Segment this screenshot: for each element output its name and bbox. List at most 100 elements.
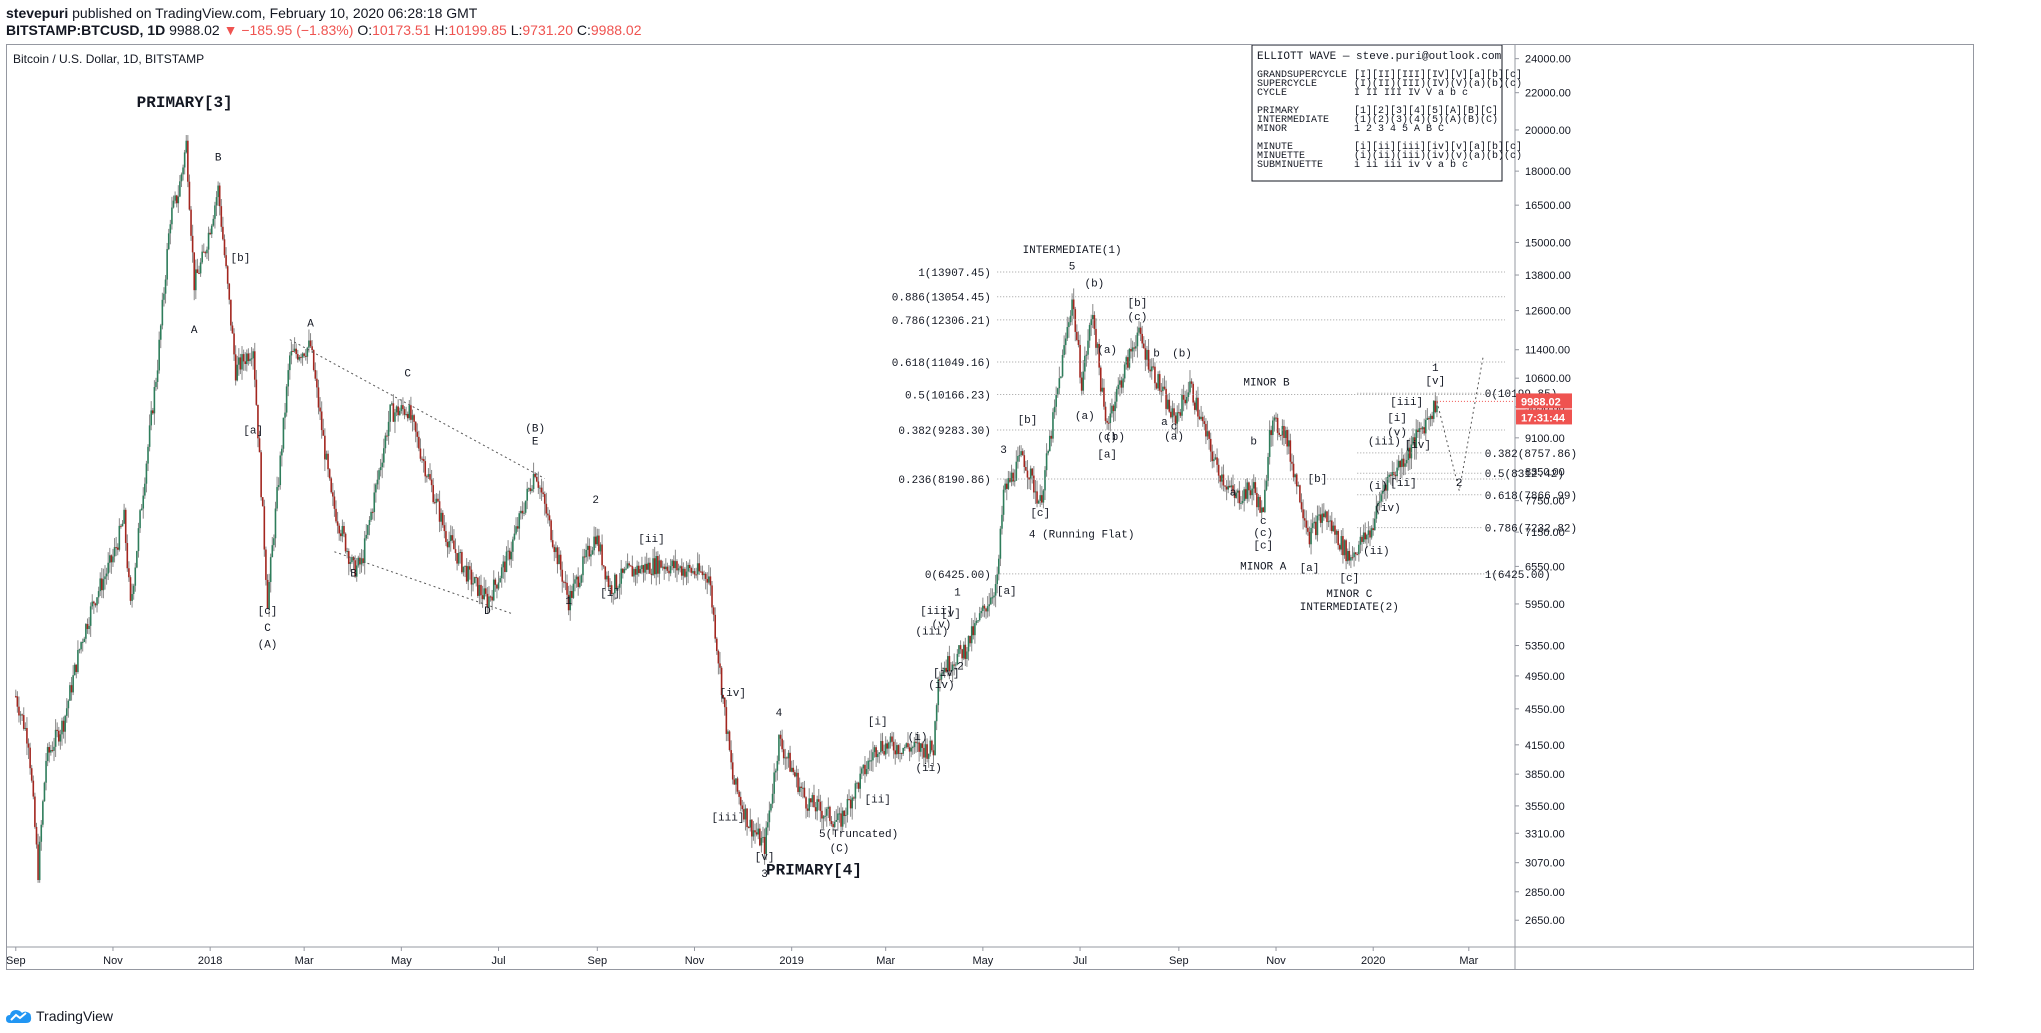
y-tick-label: 8350.00	[1525, 466, 1565, 478]
candle-body	[1434, 400, 1437, 413]
candle-body	[233, 333, 235, 355]
candle-body	[768, 810, 771, 823]
price-chart[interactable]: Bitcoin / U.S. Dollar, 1D, BITSTAMP 24000…	[7, 45, 1973, 969]
legend-title: ELLIOTT WAVE — steve.puri@outlook.com	[1257, 51, 1502, 63]
candle-body	[1284, 429, 1287, 438]
candle-body	[320, 411, 323, 431]
candle-body	[311, 346, 313, 351]
x-tick-label: Mar	[876, 955, 895, 967]
candle-body	[118, 525, 121, 550]
candle-body	[806, 808, 809, 811]
candle-body	[770, 803, 772, 811]
candle-body	[1394, 474, 1397, 477]
candle-body	[123, 509, 125, 524]
candle-body	[527, 488, 530, 490]
candle-body	[1373, 518, 1376, 530]
candle-body	[1099, 367, 1102, 392]
candle-body	[379, 467, 382, 471]
candle-body	[642, 565, 645, 573]
candle-body	[1217, 464, 1220, 476]
candle-body	[693, 571, 696, 575]
candle-body	[327, 453, 329, 470]
candle-body	[163, 293, 165, 300]
candle-body	[727, 731, 729, 734]
candle-body	[787, 752, 790, 759]
candle-body	[1337, 530, 1339, 546]
candle-body	[725, 707, 728, 734]
candle-body	[1034, 491, 1037, 493]
candle-body	[626, 563, 629, 569]
candle-body	[1335, 530, 1338, 535]
legend-row-symbols: I II III IV V a b c	[1354, 87, 1468, 99]
candle-body	[27, 743, 30, 748]
candle-body	[821, 810, 823, 819]
x-tick-label: Mar	[1459, 955, 1478, 967]
open-label: O:	[357, 22, 373, 38]
chart-pane[interactable]: Bitcoin / U.S. Dollar, 1D, BITSTAMP 24000…	[6, 44, 1974, 970]
candle-body	[421, 458, 423, 460]
candle-body	[1061, 355, 1064, 377]
y-tick-label: 11400.00	[1525, 345, 1570, 357]
candle-body	[1031, 468, 1034, 476]
wave-label: (a)	[1075, 411, 1095, 423]
candle-body	[1071, 299, 1073, 316]
candle-body	[601, 544, 603, 566]
candle-body	[529, 488, 532, 492]
candle-body	[1042, 490, 1045, 503]
candle-body	[872, 752, 874, 761]
candle-body	[969, 635, 971, 644]
tradingview-brand[interactable]: TradingView	[36, 1008, 114, 1024]
candle-body	[218, 185, 221, 207]
candle-body	[1036, 491, 1038, 504]
candle-body	[1107, 422, 1110, 424]
candle-body	[629, 565, 632, 567]
candle-body	[164, 279, 167, 294]
candle-body	[298, 356, 301, 360]
candle-body	[1163, 386, 1166, 389]
candle-body	[1147, 349, 1150, 370]
candle-body	[1270, 429, 1273, 436]
candle-body	[222, 226, 224, 240]
candle-body	[363, 538, 366, 564]
candle-body	[316, 378, 318, 388]
candle-body	[927, 753, 930, 759]
candle-body	[1206, 431, 1209, 437]
candle-body	[805, 797, 807, 809]
candle-body	[151, 410, 154, 414]
candle-body	[931, 740, 933, 751]
candle-body	[1076, 331, 1078, 340]
candle-body	[728, 731, 731, 751]
x-tick-label: Mar	[295, 955, 314, 967]
candle-body	[1286, 429, 1288, 447]
candle-body	[1136, 332, 1139, 347]
candle-body	[1119, 380, 1121, 385]
candle-body	[1252, 482, 1255, 489]
candle-body	[784, 757, 787, 759]
candle-body	[1278, 432, 1281, 435]
candle-body	[155, 381, 157, 388]
candle-body	[802, 787, 804, 789]
candle-body	[1268, 429, 1271, 457]
candle-body	[217, 185, 219, 198]
candle-body	[1377, 502, 1379, 506]
candle-body	[1418, 428, 1421, 433]
candle-body	[179, 181, 181, 197]
candle-body	[520, 510, 522, 514]
candle-body	[591, 550, 594, 555]
candle-body	[1037, 500, 1040, 504]
triangle-lower-trendline	[334, 551, 514, 615]
candle-body	[1214, 457, 1217, 460]
candle-body	[1021, 451, 1024, 456]
candle-body	[1412, 437, 1414, 445]
candle-body	[857, 782, 860, 789]
candle-body	[937, 679, 940, 706]
author-name[interactable]: stevepuri	[6, 5, 69, 21]
candle-body	[300, 356, 302, 358]
candle-body	[735, 778, 737, 785]
candle-body	[1311, 523, 1314, 528]
open-value: 10173.51	[372, 22, 431, 38]
candle-body	[532, 473, 535, 490]
candle-body	[719, 663, 721, 668]
candle-body	[883, 751, 885, 755]
candle-body	[599, 544, 602, 552]
